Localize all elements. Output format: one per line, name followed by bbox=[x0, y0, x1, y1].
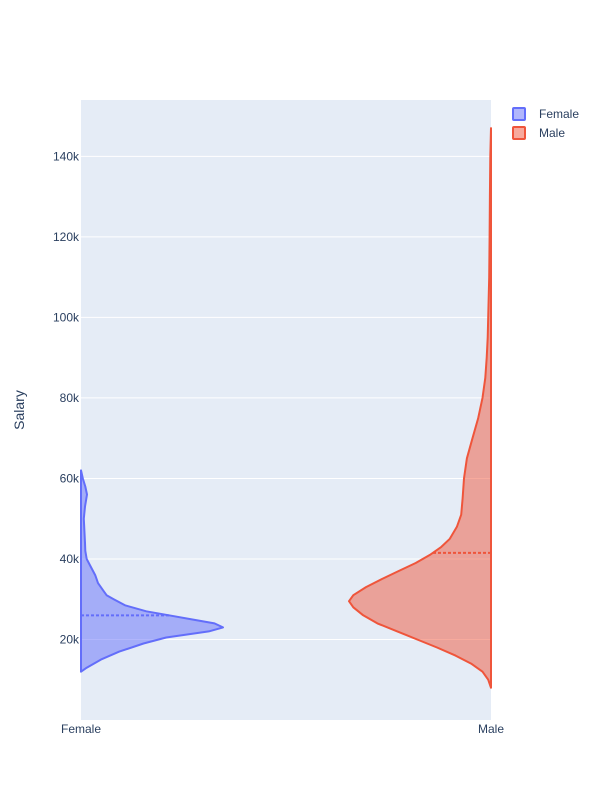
y-tick-label: 40k bbox=[60, 552, 80, 566]
y-tick-label: 20k bbox=[60, 632, 80, 646]
violin-female[interactable] bbox=[80, 469, 224, 673]
legend-swatch-female[interactable] bbox=[512, 107, 526, 121]
y-axis-label: Salary bbox=[11, 390, 27, 430]
x-tick-label: Male bbox=[478, 722, 504, 736]
x-tick-label: Female bbox=[61, 722, 101, 736]
y-tick-label: 80k bbox=[60, 391, 80, 405]
legend-label-male[interactable]: Male bbox=[539, 126, 565, 140]
y-tick-label: 120k bbox=[53, 230, 80, 244]
x-tick-labels: Female Male bbox=[61, 722, 504, 736]
violins bbox=[80, 127, 492, 689]
y-tick-label: 100k bbox=[53, 310, 80, 324]
legend[interactable]: Female Male bbox=[512, 107, 579, 140]
legend-swatch-male[interactable] bbox=[512, 126, 526, 140]
y-tick-label: 60k bbox=[60, 471, 80, 485]
violin-male[interactable] bbox=[348, 127, 492, 689]
y-tick-labels: 20k 40k 60k 80k 100k 120k 140k bbox=[53, 149, 80, 646]
y-tick-label: 140k bbox=[53, 149, 80, 163]
legend-label-female[interactable]: Female bbox=[539, 107, 579, 121]
